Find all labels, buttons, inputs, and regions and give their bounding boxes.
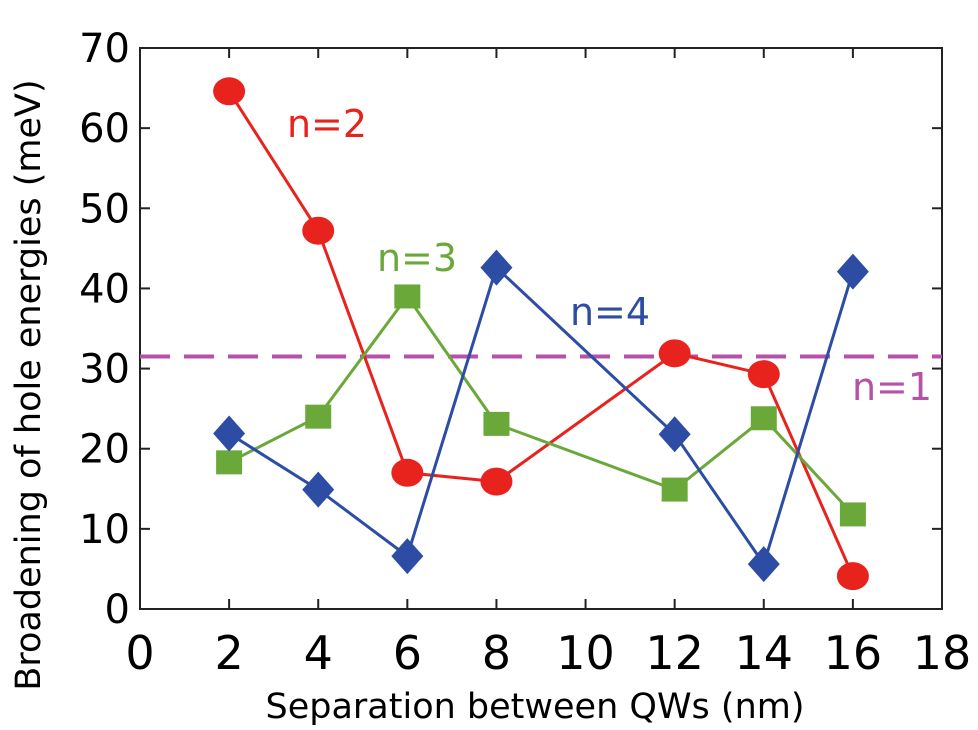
- data-point-n-4: [747, 546, 780, 583]
- data-point-n-2: [658, 339, 691, 368]
- data-point-n-3: [750, 406, 777, 431]
- data-point-n-3: [216, 450, 243, 475]
- plot-area: [139, 47, 943, 610]
- y-tick-label: 20: [79, 427, 130, 473]
- x-tick-label: 16: [824, 626, 883, 680]
- data-point-n-3: [394, 284, 421, 309]
- y-axis: 0 10 20 30 40 50 60 70: [79, 26, 942, 633]
- y-tick-label: 0: [105, 587, 130, 633]
- x-tick-label: 12: [645, 626, 704, 680]
- data-point-n-4: [836, 253, 869, 290]
- data-point-n-2: [747, 360, 780, 389]
- x-tick-label: 2: [214, 626, 243, 680]
- data-point-n-2: [213, 77, 246, 106]
- x-axis-title: Separation between QWs (nm): [266, 687, 805, 727]
- x-tick-label: 8: [482, 626, 511, 680]
- x-tick-label: 6: [393, 626, 422, 680]
- data-point-n-4: [480, 249, 513, 286]
- series-label-n-1: n=1: [852, 365, 932, 409]
- data-point-n-2: [391, 458, 424, 487]
- data-point-n-2: [302, 216, 335, 245]
- data-point-n-3: [483, 411, 510, 436]
- y-axis-title: Broadening of hole energies (meV): [9, 79, 49, 690]
- data-point-n-4: [302, 471, 335, 508]
- series-label-n-3: n=3: [377, 236, 457, 280]
- data-point-n-4: [391, 538, 424, 575]
- data-point-n-2: [836, 562, 869, 591]
- series-label-n-4: n=4: [570, 290, 650, 334]
- x-axis: 0 2 4 6 8 10 12 14 16 18: [125, 48, 971, 680]
- series-labels: n=2 n=3 n=4 n=1: [287, 102, 932, 409]
- data-point-n-3: [305, 404, 332, 429]
- y-tick-label: 40: [79, 266, 130, 312]
- x-tick-label: 0: [125, 626, 154, 680]
- y-tick-label: 50: [79, 186, 130, 232]
- x-tick-label: 4: [304, 626, 333, 680]
- x-tick-label: 18: [913, 626, 972, 680]
- data-point-n-2: [480, 467, 513, 496]
- x-tick-label: 14: [735, 626, 794, 680]
- y-tick-label: 10: [79, 507, 130, 553]
- series-markers: [213, 77, 869, 591]
- data-point-n-3: [839, 502, 866, 527]
- series-label-n-2: n=2: [287, 102, 367, 146]
- y-tick-label: 30: [79, 347, 130, 393]
- y-tick-label: 70: [79, 26, 130, 72]
- x-tick-label: 10: [556, 626, 615, 680]
- data-point-n-4: [213, 415, 246, 452]
- data-point-n-4: [658, 416, 691, 453]
- y-tick-label: 60: [79, 106, 130, 152]
- data-point-n-3: [661, 477, 688, 502]
